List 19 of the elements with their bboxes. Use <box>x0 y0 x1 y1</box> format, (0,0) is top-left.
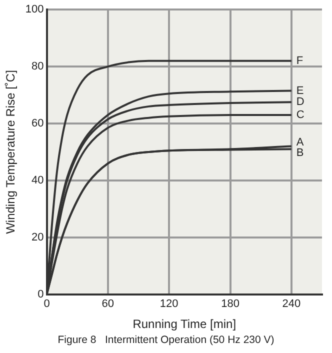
y-tick-label: 60 <box>32 118 44 130</box>
x-axis-title: Running Time [min] <box>132 317 236 332</box>
y-axis-title: Winding Temperature Rise [˚C] <box>4 70 18 234</box>
x-tick-label: 60 <box>102 298 114 310</box>
series-label: E <box>296 84 304 97</box>
y-tick-label: 40 <box>32 174 44 187</box>
y-tick-label: 80 <box>32 60 44 73</box>
series-label: D <box>296 96 304 108</box>
x-tick-label: 180 <box>221 298 240 310</box>
x-tick-label: 240 <box>282 298 301 310</box>
y-tick-label: 100 <box>25 4 44 16</box>
caption: Figure 8 Intermittent Operation (50 Hz 230 V) <box>56 334 276 346</box>
series-label: A <box>296 136 304 148</box>
series-label: F <box>296 54 304 67</box>
y-tick-label: 20 <box>32 231 44 244</box>
y-tick-label: 0 <box>38 288 44 300</box>
series-label: B <box>296 147 304 160</box>
x-tick-label: 120 <box>160 298 178 310</box>
series-label: C <box>296 109 304 122</box>
